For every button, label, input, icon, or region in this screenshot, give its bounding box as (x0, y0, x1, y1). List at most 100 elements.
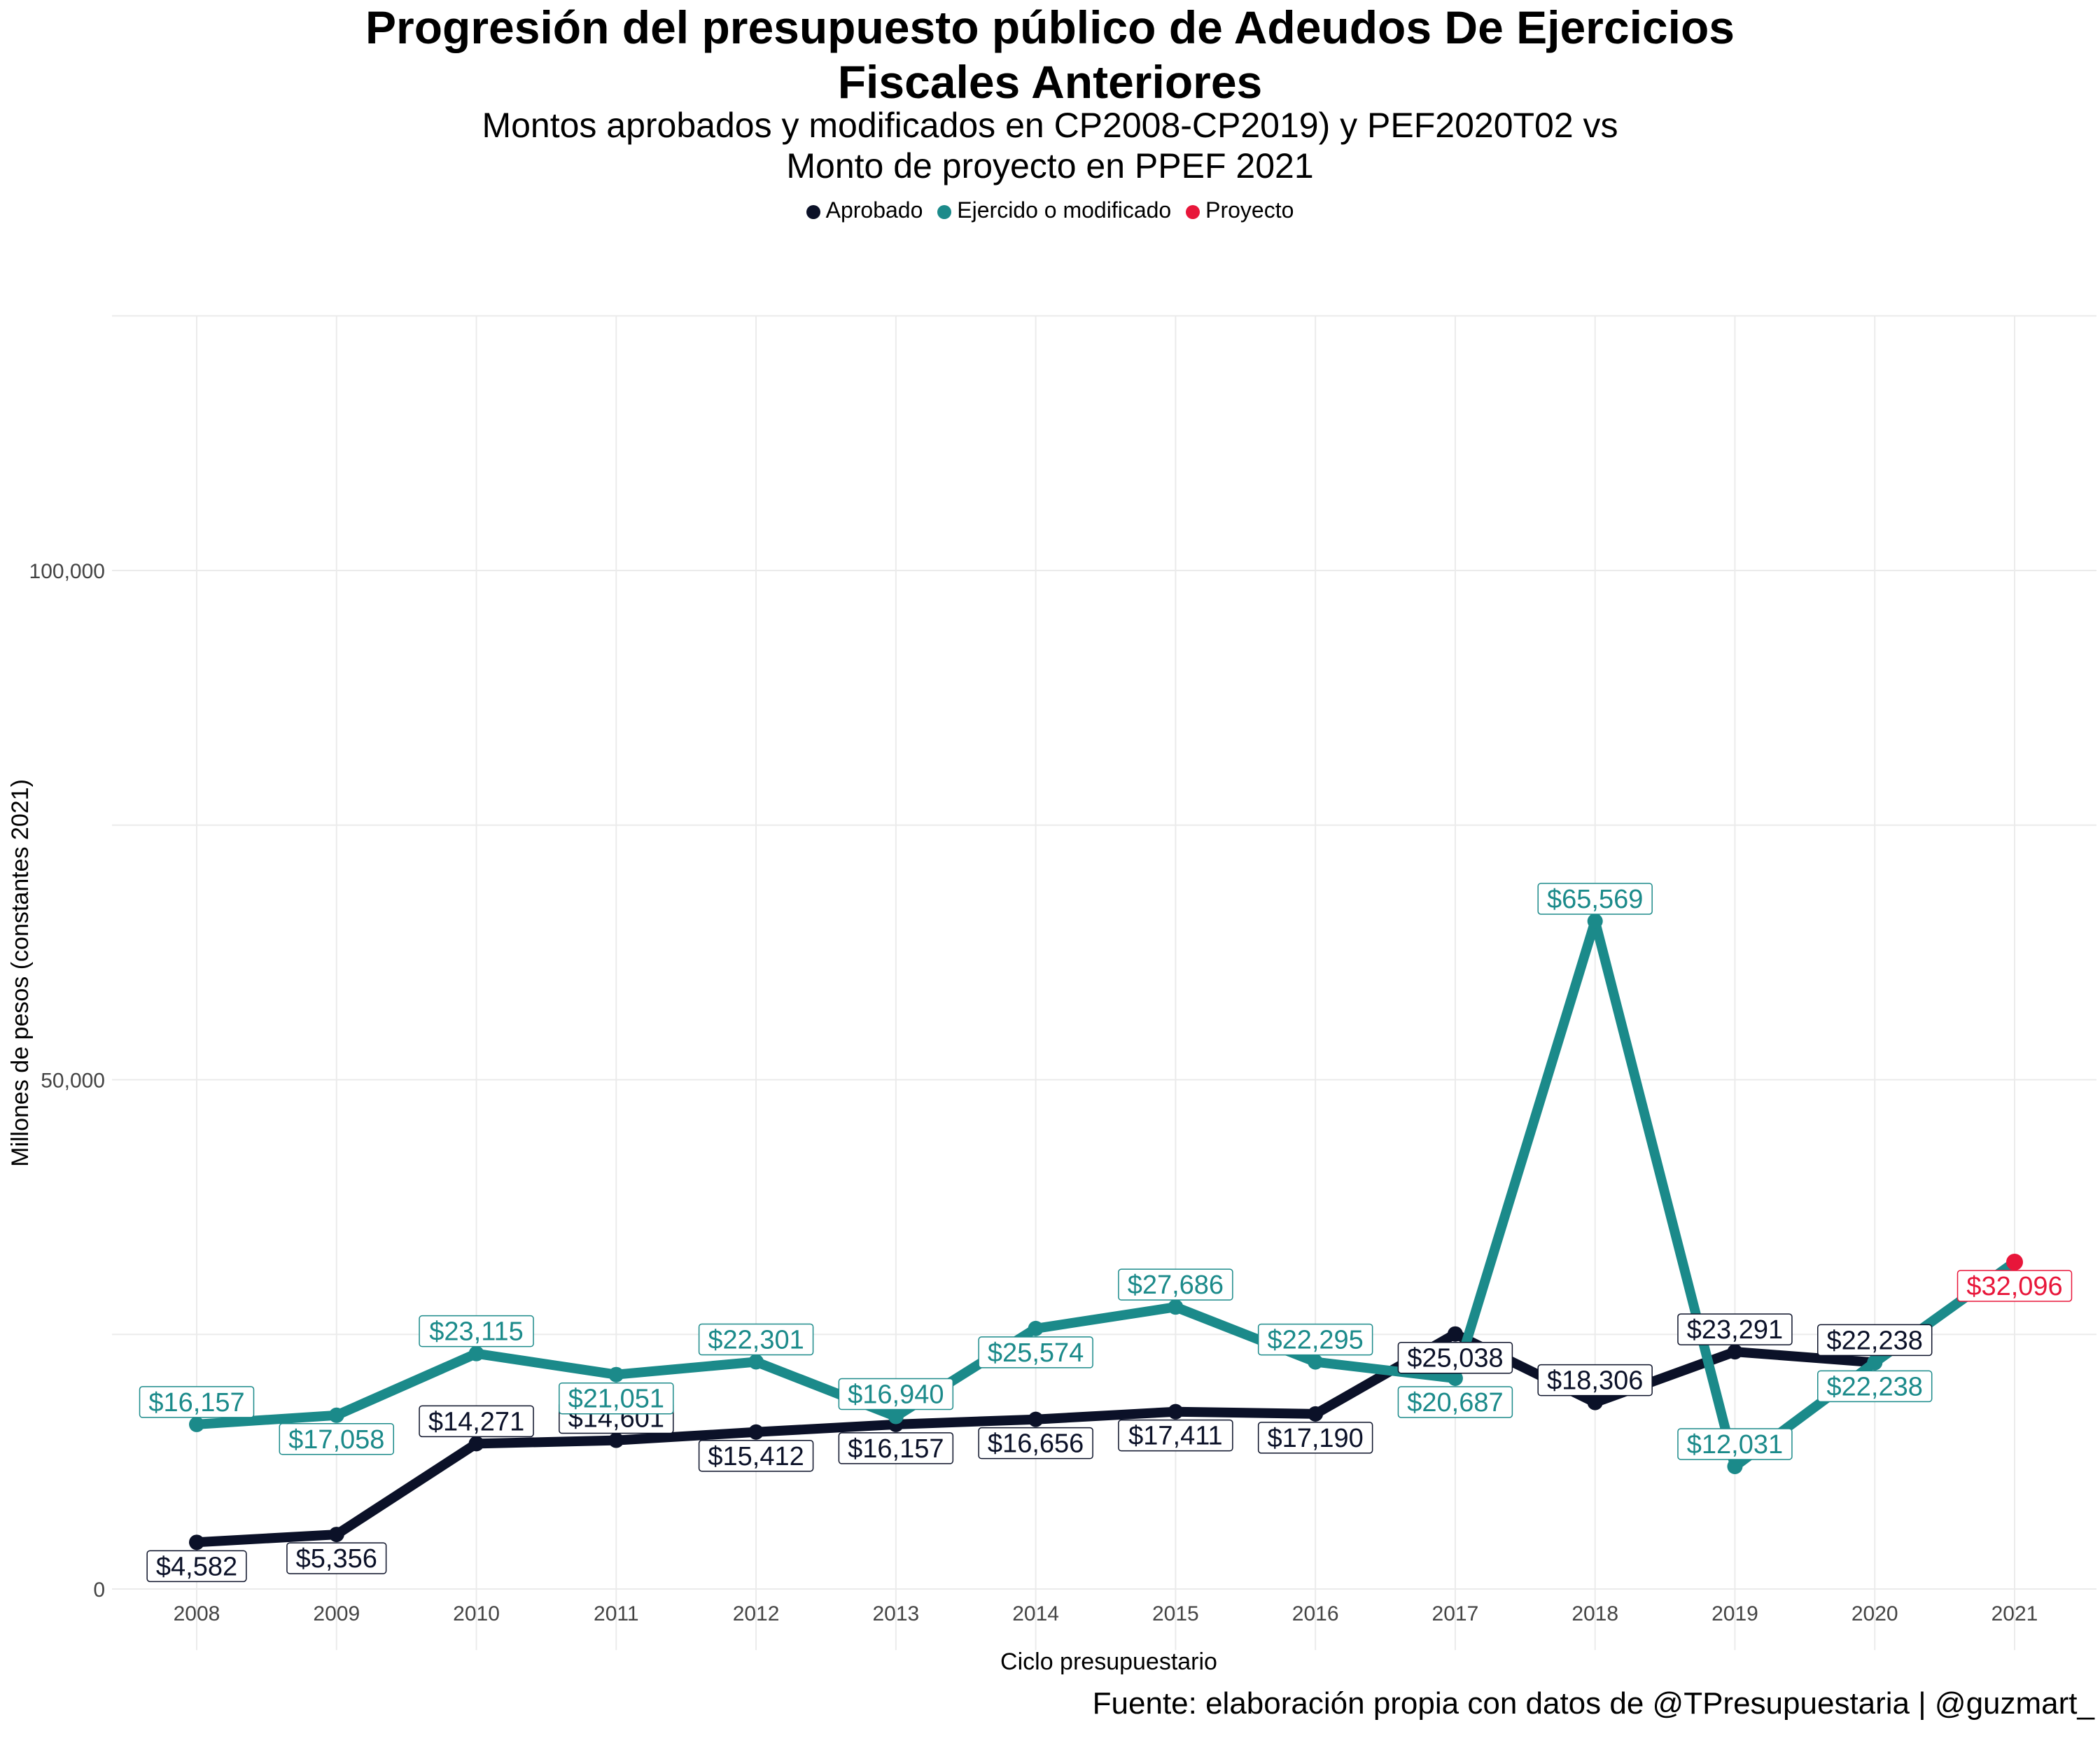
data-label-text: $32,096 (1966, 1272, 2062, 1301)
data-point (328, 1407, 344, 1423)
x-tick-label: 2008 (174, 1602, 220, 1625)
data-label-text: $15,412 (708, 1442, 804, 1471)
legend-label: Aprobado (825, 197, 923, 223)
x-tick-label: 2019 (1712, 1602, 1758, 1625)
data-label-box (1257, 1422, 1373, 1454)
data-label-text: $12,031 (1687, 1430, 1783, 1460)
data-label-box (698, 1440, 814, 1472)
data-point (608, 1432, 624, 1448)
data-point (608, 1366, 624, 1382)
chart-title-line: Progresión del presupuesto público de Ad… (365, 1, 1735, 53)
data-label: $27,686 (1118, 1268, 1233, 1301)
x-tick-label: 2011 (594, 1602, 639, 1625)
legend-item-aprobado: Aprobado (806, 196, 923, 224)
chart-subtitle: Montos aprobados y modificados en CP2008… (0, 105, 2100, 186)
data-point (1028, 1411, 1044, 1427)
data-label-box (286, 1542, 387, 1574)
data-point (1168, 1404, 1184, 1420)
data-label: $17,058 (279, 1423, 394, 1455)
data-label-box (1956, 1270, 2073, 1302)
data-label-text: $4,582 (156, 1552, 237, 1581)
data-label-box (419, 1405, 534, 1438)
data-label: $20,687 (1397, 1386, 1513, 1418)
x-tick-label: 2010 (453, 1602, 500, 1625)
data-point (1587, 913, 1603, 929)
data-point (2006, 1254, 2023, 1271)
data-label-box (1257, 1323, 1373, 1356)
data-label: $16,157 (139, 1386, 255, 1418)
data-point (748, 1424, 764, 1440)
data-label-text: $17,190 (1267, 1424, 1363, 1453)
data-label: $17,411 (1118, 1419, 1233, 1452)
data-label-box (1397, 1386, 1513, 1418)
chart-subtitle-line: Montos aprobados y modificados en CP2008… (482, 106, 1618, 145)
data-point (1028, 1320, 1044, 1336)
legend-item-ejercido: Ejercido o modificado (937, 196, 1171, 224)
data-label-box (978, 1427, 1093, 1460)
data-label-text: $16,157 (848, 1434, 944, 1464)
chart-legend: Aprobado Ejercido o modificado Proyecto (0, 196, 2100, 224)
data-label-box (139, 1386, 255, 1418)
data-label-text: $27,686 (1128, 1270, 1224, 1300)
data-label-text: $16,940 (848, 1380, 944, 1410)
data-label-text: $21,051 (568, 1385, 664, 1414)
y-tick-label: 50,000 (41, 1070, 105, 1093)
data-label: $32,096 (1956, 1270, 2073, 1302)
data-point (748, 1354, 764, 1370)
data-label-text: $22,295 (1267, 1326, 1363, 1355)
x-tick-label: 2021 (1991, 1602, 2038, 1625)
data-label: $22,238 (1817, 1324, 1933, 1357)
chart-subtitle-line: Monto de proyecto en PPEF 2021 (786, 146, 1314, 186)
data-label: $65,569 (1537, 883, 1653, 915)
data-label-text: $23,291 (1687, 1315, 1783, 1345)
legend-marker-aprobado (806, 205, 820, 219)
data-label: $16,656 (978, 1427, 1093, 1460)
data-label-text: $65,569 (1547, 885, 1643, 914)
data-label: $18,306 (1537, 1364, 1653, 1396)
data-label-text: $5,356 (296, 1544, 377, 1574)
data-label: $17,190 (1257, 1422, 1373, 1454)
data-label-text: $22,238 (1827, 1326, 1923, 1355)
data-label-text: $22,238 (1827, 1372, 1923, 1401)
data-point (1308, 1406, 1324, 1422)
data-label-box (698, 1323, 814, 1356)
label-layer: $4,582 $5,356$14,271 $14,601$15,412 $16,157… (139, 883, 2073, 1583)
data-label-text: $23,115 (429, 1317, 524, 1347)
data-point (1308, 1354, 1324, 1370)
chart-title-line: Fiscales Anteriores (837, 56, 1263, 108)
data-label-box (838, 1432, 954, 1464)
y-tick-label: 100,000 (29, 560, 105, 583)
data-label-box (1118, 1419, 1233, 1452)
data-label-text: $25,038 (1407, 1344, 1503, 1373)
data-label-box (1397, 1341, 1513, 1374)
data-label-text: $16,157 (148, 1388, 244, 1418)
data-point (468, 1436, 484, 1452)
y-axis-title: Millones de pesos (constantes 2021) (7, 779, 34, 1167)
data-label: $22,301 (698, 1323, 814, 1356)
data-label-box (1118, 1268, 1233, 1301)
x-tick-label: 2014 (1012, 1602, 1059, 1625)
data-label: $12,031 (1677, 1428, 1793, 1460)
data-label-box (978, 1336, 1093, 1368)
data-label-box (419, 1315, 534, 1348)
chart-title: Progresión del presupuesto público de Ad… (0, 0, 2100, 109)
data-label-box (838, 1378, 954, 1410)
data-label: $25,038 (1397, 1341, 1513, 1374)
x-tick-label: 2012 (733, 1602, 780, 1625)
data-label: $23,115 (419, 1315, 534, 1348)
legend-label: Ejercido o modificado (957, 197, 1172, 223)
x-tick-label: 2020 (1851, 1602, 1898, 1625)
data-label: $23,291 (1677, 1313, 1793, 1345)
legend-marker-ejercido (937, 205, 952, 219)
data-label: $5,356 (286, 1542, 387, 1574)
data-label-box (1537, 883, 1653, 915)
x-tick-label: 2015 (1152, 1602, 1199, 1625)
data-label: $4,582 (146, 1550, 247, 1583)
y-tick-label: 0 (93, 1578, 105, 1602)
data-point (328, 1527, 344, 1543)
x-tick-label: 2018 (1572, 1602, 1618, 1625)
data-point (1447, 1371, 1463, 1387)
data-label-text: $16,656 (988, 1429, 1084, 1459)
data-label-text: $17,058 (288, 1425, 384, 1455)
x-tick-label: 2009 (313, 1602, 360, 1625)
